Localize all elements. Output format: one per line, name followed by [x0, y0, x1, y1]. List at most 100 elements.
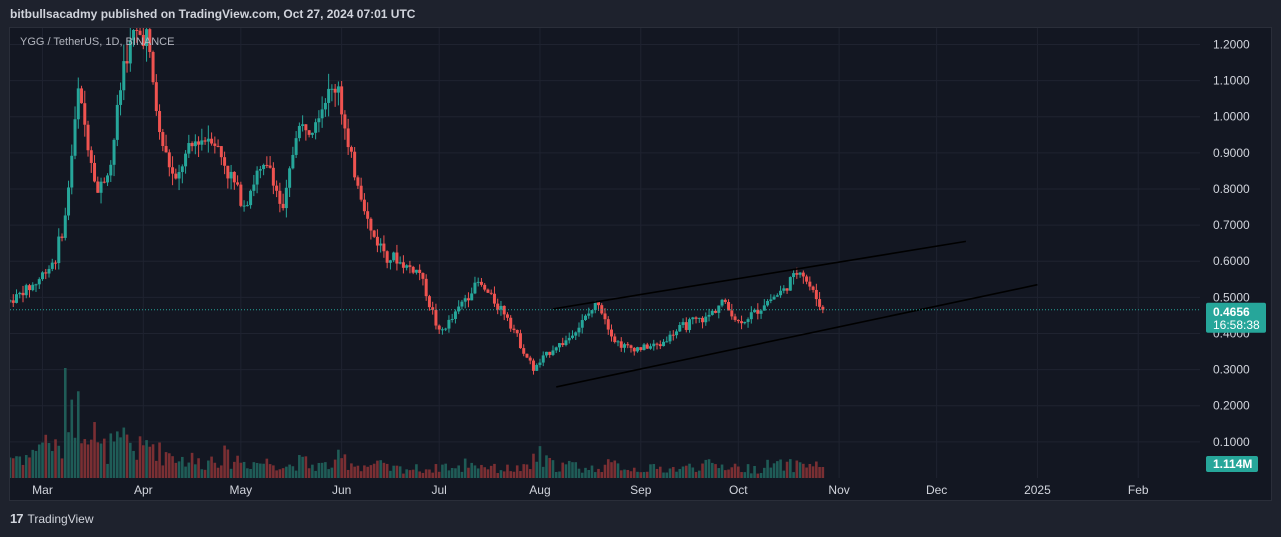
volume-bar: [515, 465, 519, 478]
candle-body: [492, 293, 496, 304]
volume-bar: [720, 464, 724, 478]
volume-bar: [707, 459, 711, 478]
candle-body: [544, 351, 548, 356]
candle-body: [50, 262, 54, 269]
volume-bar: [473, 465, 477, 478]
symbol-label: YGG / TetherUS, 1D, BINANCE: [20, 36, 174, 48]
candle-body: [642, 344, 646, 351]
candle-body: [219, 146, 223, 158]
candle-body: [96, 181, 100, 193]
volume-bar: [171, 456, 174, 478]
candle-body: [145, 29, 149, 47]
volume-bar: [142, 445, 145, 478]
candle-body: [753, 309, 757, 313]
candle-body: [180, 166, 184, 173]
volume-bar: [610, 462, 613, 478]
volume-bar: [642, 472, 646, 478]
volume-bar: [684, 465, 688, 478]
volume-bar: [76, 391, 80, 478]
volume-bar: [769, 467, 773, 478]
volume-bar: [37, 444, 41, 478]
candle-body: [398, 262, 402, 264]
volume-bar: [522, 464, 526, 478]
candle-body: [466, 298, 470, 301]
volume-bar: [798, 462, 802, 478]
volume-bar: [584, 467, 587, 478]
volume-bar: [151, 444, 155, 478]
candle-body: [671, 334, 675, 336]
footer-brand: 17 TradingView: [10, 511, 94, 526]
candle-body: [301, 124, 305, 126]
candle-body: [258, 169, 262, 171]
candle-body: [440, 329, 444, 331]
candle-body: [44, 272, 48, 274]
brand-name: TradingView: [27, 511, 94, 526]
volume-bar: [632, 467, 636, 478]
y-tick-label: 0.9000: [1213, 146, 1250, 160]
volume-bar: [590, 465, 594, 478]
volume-bar: [220, 465, 223, 478]
trend-line[interactable]: [556, 283, 1038, 388]
candle-body: [447, 319, 451, 329]
volume-bar: [330, 467, 334, 478]
y-tick-label: 0.1000: [1213, 435, 1250, 449]
chart-frame[interactable]: YGG / TetherUS, 1D, BINANCE 1.2000 1.1000…: [9, 27, 1272, 501]
volume-bar: [138, 436, 142, 478]
candle-body: [577, 327, 581, 333]
volume-bar: [574, 462, 578, 478]
candle-body: [184, 153, 188, 167]
candle-body: [453, 311, 457, 319]
volume-bar: [353, 466, 356, 478]
candle-body: [665, 341, 669, 343]
y-tick-label: 0.8000: [1213, 182, 1250, 196]
candlestick-chart[interactable]: YGG / TetherUS, 1D, BINANCE 1.2000 1.1000…: [10, 28, 1273, 502]
volume-bar: [57, 445, 61, 478]
volume-bar: [467, 467, 470, 478]
volume-bar: [779, 459, 782, 478]
volume-bar: [785, 461, 789, 478]
y-tick-label: 1.0000: [1213, 110, 1250, 124]
candle-body: [489, 292, 493, 294]
candle-body: [538, 362, 542, 365]
volume-bar: [187, 462, 191, 478]
volume-bar: [678, 468, 682, 478]
volume-bar: [704, 459, 708, 478]
candle-body: [151, 52, 155, 83]
candle-body: [314, 122, 318, 133]
candle-body: [99, 181, 103, 193]
volume-bar: [805, 467, 808, 478]
volume-bar: [47, 443, 51, 478]
volume-bar: [496, 473, 500, 478]
candle-body: [401, 262, 405, 268]
volume-bar: [766, 459, 769, 478]
volume-value: 1.114M: [1213, 457, 1252, 471]
candle-body: [73, 119, 77, 156]
candle-body: [688, 319, 692, 330]
x-tick-label: Feb: [1128, 483, 1149, 497]
volume-bar: [577, 468, 581, 478]
volume-bar: [129, 442, 132, 478]
candle-body: [710, 310, 714, 315]
candle-body: [109, 164, 113, 176]
volume-bar: [229, 468, 233, 478]
volume-bar: [567, 460, 571, 478]
volume-bar: [649, 464, 652, 478]
volume-bar: [402, 473, 405, 478]
volume-bar: [96, 442, 100, 478]
trend-line[interactable]: [552, 240, 967, 310]
candle-body: [249, 190, 253, 206]
volume-bar: [424, 469, 428, 478]
volume-bar: [249, 468, 252, 478]
candle-body: [138, 30, 142, 35]
x-tick-label: May: [230, 483, 253, 497]
volume-bar: [340, 458, 343, 478]
candle-body: [740, 321, 744, 324]
volume-bar: [603, 464, 607, 478]
volume-bar: [115, 431, 119, 478]
candle-body: [421, 273, 425, 279]
volume-bar: [499, 470, 503, 478]
candle-body: [28, 285, 32, 291]
candle-body: [668, 334, 672, 342]
candle-body: [255, 170, 259, 185]
volume-bar: [301, 456, 304, 478]
